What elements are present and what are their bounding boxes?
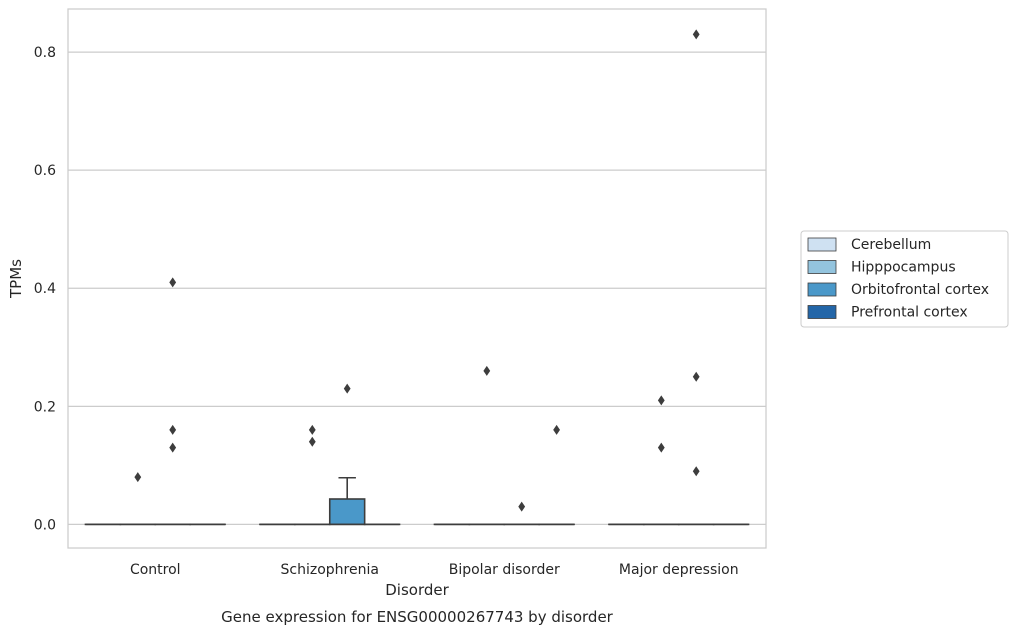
outlier-point [692,29,700,40]
outlier-point [169,442,177,453]
outlier-point [657,442,665,453]
legend-swatch [807,282,837,297]
series-orbitofrontal-cortex [154,29,715,526]
legend-label: Hipppocampus [851,260,956,276]
x-axis-label: Disorder [385,581,449,599]
legend-swatch [807,305,837,319]
x-tick-label: Schizophrenia [281,562,379,578]
legend-label: Orbitofrontal cortex [851,282,989,298]
box [328,498,366,526]
outlier-point [134,472,142,483]
y-tick-label: 0.6 [34,163,56,179]
chart-title: Gene expression for ENSG00000267743 by d… [221,608,614,626]
x-tick-label: Major depression [619,562,739,578]
legend-label: Prefrontal cortex [851,305,968,321]
x-tick-label: Control [130,562,181,578]
outlier-point [692,371,700,382]
outlier-point [343,383,351,394]
y-tick-label: 0.4 [34,281,56,297]
legend-frame [800,230,1009,328]
series-hipppocampus [119,365,680,526]
outlier-point [169,424,177,435]
y-tick-label: 0.0 [34,517,56,533]
x-tick-label: Bipolar disorder [449,562,560,578]
y-tick-label: 0.8 [34,45,56,61]
x-axis-ticks: Control Schizophrenia Bipolar disorder Majo… [130,562,739,578]
box-plot-series [84,29,750,526]
outlier-point [657,395,665,406]
legend-label: Cerebellum [851,237,931,253]
outlier-point [553,424,560,435]
outlier-point [308,424,316,435]
y-axis-label: TPMs [7,259,25,299]
outlier-point [483,365,491,376]
legend: Cerebellum Hipppocampus Orbitofrontal cort… [800,230,1009,328]
series-prefrontal-cortex [189,424,750,526]
outlier-point [692,466,700,477]
outlier-point [518,501,526,512]
plot-area-frame [67,8,767,549]
legend-swatch [807,260,837,274]
y-axis-ticks: 0.0 0.2 0.4 0.6 0.8 [34,45,56,533]
outlier-point [169,277,177,288]
outlier-point [308,436,316,447]
y-tick-label: 0.2 [34,399,56,415]
grid-lines [68,51,766,526]
legend-swatch [807,237,837,252]
